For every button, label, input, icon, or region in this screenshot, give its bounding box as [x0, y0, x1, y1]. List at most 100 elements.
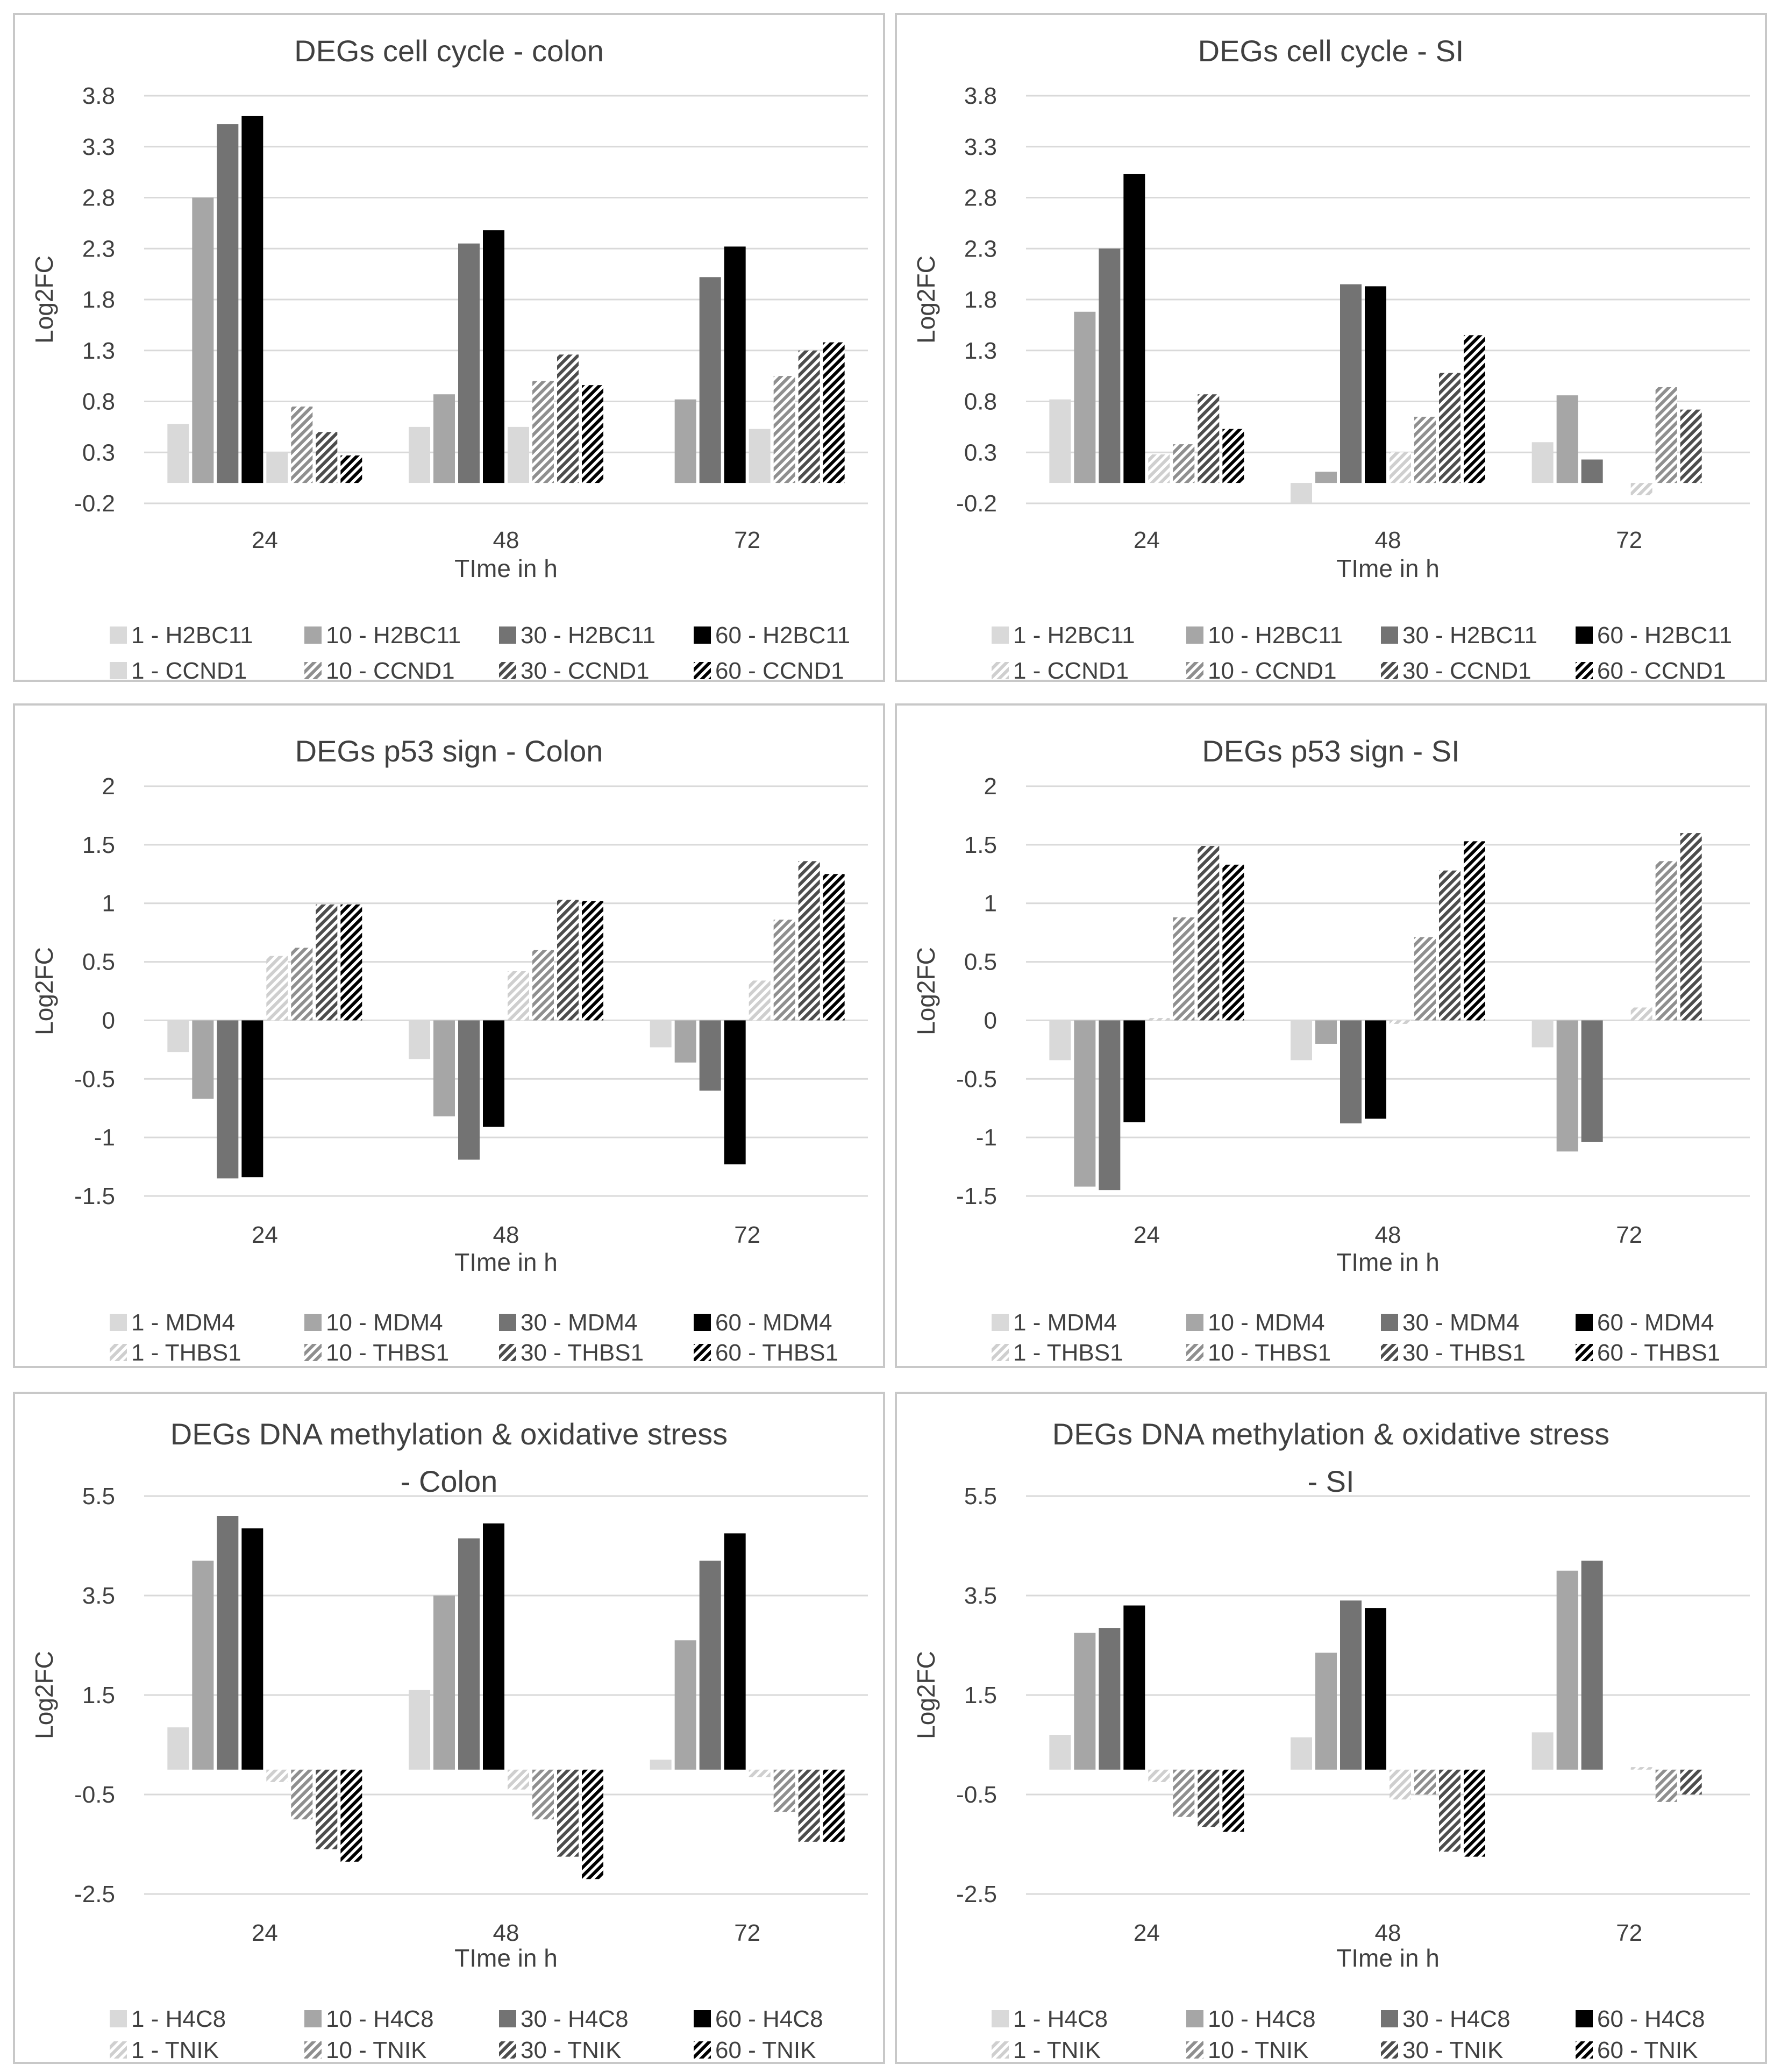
y-tick-label: 5.5 — [964, 1483, 997, 1510]
legend-label: 1 - THBS1 — [1013, 1340, 1123, 1366]
bar — [1291, 1020, 1312, 1060]
x-tick-label: 72 — [734, 1920, 760, 1946]
bar — [1655, 387, 1677, 483]
legend-label: 60 - H2BC11 — [1597, 622, 1732, 649]
chart-panel-cell-cycle-colon: DEGs cell cycle - colon -0.2 0.3 0.8 1.3 1.8 2… — [13, 13, 885, 682]
y-tick-label: 2.3 — [82, 236, 115, 262]
legend-swatch — [499, 2010, 516, 2027]
chart-panel-p53-si: DEGs p53 sign - SI -1.5 -1 -0.5 0 0.5 1 1.5 2 Log… — [895, 703, 1767, 1368]
legend-swatch — [694, 662, 711, 679]
bar — [674, 1020, 696, 1063]
bar — [167, 424, 189, 483]
bar — [1123, 1020, 1145, 1122]
legend-swatch — [1381, 1344, 1398, 1361]
legend-label: 1 - H2BC11 — [1013, 622, 1135, 649]
y-tick-label: 1.5 — [82, 832, 115, 858]
legend-label: 10 - THBS1 — [326, 1340, 449, 1366]
bar — [724, 246, 746, 483]
bar — [582, 901, 603, 1021]
bar — [340, 455, 362, 483]
legend-label: 10 - MDM4 — [1208, 1309, 1325, 1336]
legend-swatch — [499, 1344, 516, 1361]
bar — [1680, 833, 1702, 1021]
legend-swatch — [694, 2010, 711, 2027]
y-tick-label: -1 — [94, 1124, 115, 1151]
x-axis-title: TIme in h — [1336, 1248, 1440, 1276]
bar — [1315, 472, 1337, 483]
legend-label: 30 - H4C8 — [521, 2006, 629, 2032]
bar — [241, 1528, 263, 1770]
bar-chart: DEGs p53 sign - Colon -1.5 -1 -0.5 0 0.5 1 1.5 2… — [30, 734, 868, 1366]
bar — [1556, 1570, 1578, 1770]
bar — [1099, 248, 1121, 483]
chart-title: DEGs cell cycle - colon — [294, 34, 604, 68]
chart-title: DEGs p53 sign - Colon — [295, 734, 603, 768]
bar — [1173, 1769, 1195, 1817]
bar — [241, 1020, 263, 1178]
bar — [749, 1769, 771, 1777]
y-tick-label: 1 — [102, 891, 115, 917]
legend-label: 10 - TNIK — [1208, 2037, 1308, 2062]
x-tick-label: 72 — [1616, 527, 1642, 553]
y-tick-label: 0.3 — [964, 439, 997, 466]
bar — [1315, 1020, 1337, 1044]
legend-label: 60 - MDM4 — [1597, 1309, 1714, 1336]
legend-label: 30 - CCND1 — [1402, 658, 1531, 680]
bar — [1291, 1737, 1312, 1770]
legend-label: 10 - CCND1 — [1208, 658, 1337, 680]
bar — [483, 1020, 504, 1127]
bar — [1439, 1769, 1460, 1852]
bar — [724, 1533, 746, 1770]
bar — [1049, 399, 1071, 483]
bar — [217, 1020, 239, 1179]
x-tick-label: 48 — [493, 527, 519, 553]
bar — [532, 1769, 554, 1820]
legend-label: 10 - THBS1 — [1208, 1340, 1331, 1366]
legend-label: 30 - H2BC11 — [521, 622, 656, 649]
legend-swatch — [992, 1314, 1009, 1331]
y-tick-label: 5.5 — [82, 1483, 115, 1510]
legend-swatch — [992, 1344, 1009, 1361]
bar — [1074, 311, 1096, 483]
legend-label: 30 - TNIK — [521, 2037, 621, 2062]
legend-label: 60 - H4C8 — [1597, 2006, 1705, 2032]
y-tick-label: 3.8 — [82, 83, 115, 109]
legend-label: 30 - H4C8 — [1402, 2006, 1511, 2032]
legend-swatch — [992, 626, 1009, 644]
legend-label: 1 - MDM4 — [1013, 1309, 1117, 1336]
bar — [749, 429, 771, 483]
legend-swatch — [1186, 2010, 1203, 2027]
bar — [266, 452, 288, 483]
x-tick-label: 48 — [1375, 1920, 1401, 1946]
bar — [699, 1020, 721, 1091]
bar — [1414, 1769, 1436, 1795]
bar — [433, 1020, 455, 1116]
bar — [1680, 1769, 1702, 1795]
x-axis-title: TIme in h — [1336, 1944, 1440, 1972]
x-tick-label: 24 — [1134, 1222, 1160, 1248]
legend-swatch — [1381, 2010, 1398, 2027]
bar — [1123, 174, 1145, 483]
bar — [773, 920, 795, 1021]
legend-swatch — [304, 1314, 322, 1331]
legend-swatch — [694, 626, 711, 644]
bar — [1123, 1605, 1145, 1770]
bar — [773, 376, 795, 483]
y-axis-title: Log2FC — [912, 947, 940, 1035]
bar — [1198, 394, 1220, 483]
legend-swatch — [1186, 2041, 1203, 2059]
legend-label: 1 - TNIK — [1013, 2037, 1101, 2062]
legend-swatch — [304, 2010, 322, 2027]
bar — [1414, 416, 1436, 483]
chart-panel-dna-methylation-colon: DEGs DNA methylation & oxidative stress -… — [13, 1392, 885, 2064]
y-tick-label: 0.5 — [82, 949, 115, 976]
bar — [291, 406, 313, 483]
bar — [1173, 444, 1195, 483]
y-tick-label: -1.5 — [956, 1183, 997, 1209]
x-tick-label: 72 — [734, 1222, 760, 1248]
y-tick-label: -2.5 — [74, 1881, 115, 1907]
legend-label: 30 - MDM4 — [521, 1309, 638, 1336]
legend-swatch — [110, 662, 127, 679]
bar — [1074, 1633, 1096, 1770]
y-tick-label: -0.5 — [956, 1066, 997, 1092]
